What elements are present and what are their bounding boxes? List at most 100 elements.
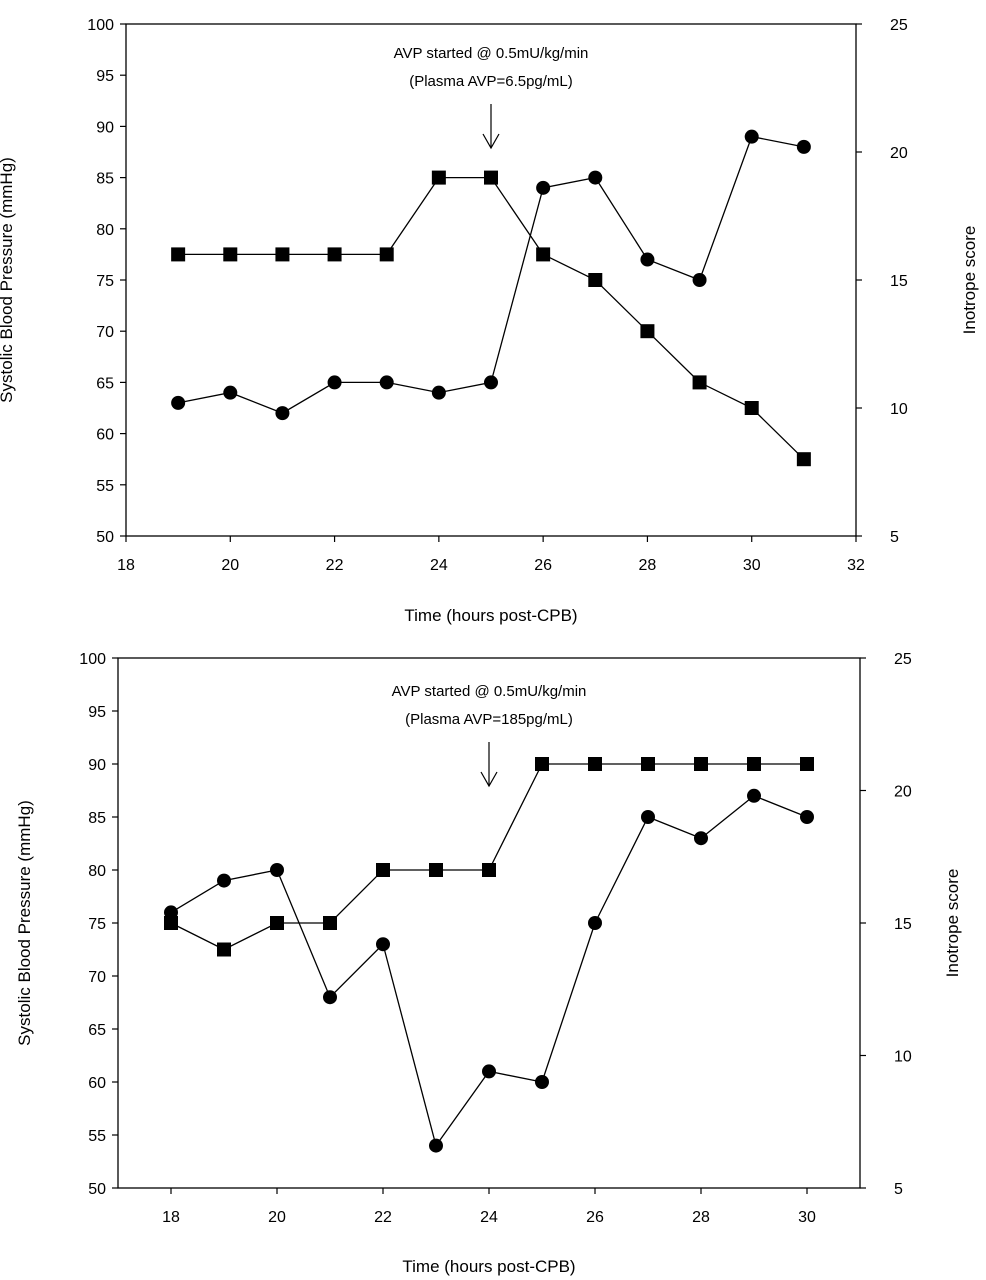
y-tick-label: 95 [96, 68, 114, 85]
x-tick-label: 32 [847, 557, 865, 574]
y-tick-label: 50 [88, 1181, 106, 1198]
data-point-circle [796, 139, 811, 154]
data-point-square [431, 170, 446, 185]
y2-tick-label: 25 [894, 651, 912, 668]
x-tick-label: 24 [480, 1209, 498, 1226]
data-point-circle [800, 810, 814, 824]
y-tick-label: 60 [96, 427, 114, 444]
data-point-square [323, 916, 337, 930]
y2-tick-label: 10 [890, 401, 908, 418]
y-tick-label: 95 [88, 704, 106, 721]
y-tick-label: 65 [88, 1022, 106, 1039]
data-point-square [379, 247, 394, 262]
y2-tick-label: 15 [890, 273, 908, 290]
y-tick-label: 70 [88, 969, 106, 986]
series-circle-markers [164, 788, 814, 1153]
data-point-square [376, 863, 390, 877]
series-circle-markers [171, 129, 811, 421]
data-point-circle [376, 937, 390, 952]
x-tick-label: 28 [639, 557, 657, 574]
y-axis-label: Systolic Blood Pressure (mmHg) [0, 157, 16, 403]
y-tick-label: 50 [96, 529, 114, 546]
data-point-square [482, 863, 496, 877]
chart-panel-1: 50 55 60 65 70 75 80 85 90 95 100 5 10 15 20 25 18 20 22 24… [0, 17, 979, 625]
y-tick-label: 80 [96, 222, 114, 239]
data-point-circle [431, 385, 446, 400]
data-point-square [429, 863, 443, 877]
annotation-line-2: (Plasma AVP=6.5pg/mL) [409, 73, 573, 90]
x-tick-label: 18 [162, 1209, 180, 1226]
data-point-square [484, 170, 498, 185]
data-point-square [275, 247, 290, 262]
x-tick-label: 26 [586, 1209, 604, 1226]
y2-tick-label: 20 [894, 784, 912, 801]
data-point-square [694, 757, 708, 771]
data-point-square [641, 757, 655, 771]
x-tick-label: 26 [534, 557, 552, 574]
data-point-circle [535, 1075, 549, 1089]
y2-tick-label: 5 [890, 529, 899, 546]
x-tick-label: 20 [221, 557, 239, 574]
x-axis-label: Time (hours post-CPB) [404, 606, 577, 625]
plot-frame [117, 657, 861, 1189]
series-square-markers [164, 757, 814, 957]
data-point-circle [379, 375, 394, 390]
y2-axis-label: Inotrope score [943, 869, 962, 978]
x-tick-label: 22 [374, 1209, 392, 1226]
y2-tick-label: 5 [894, 1181, 903, 1198]
y-tick-label: 85 [88, 810, 106, 827]
annotation-line-1: AVP started @ 0.5mU/kg/min [392, 683, 587, 700]
data-point-square [217, 942, 231, 957]
x-tick-label: 24 [430, 557, 448, 574]
data-point-square [747, 757, 761, 771]
y2-tick-label: 25 [890, 17, 908, 34]
data-point-square [223, 247, 238, 262]
x-tick-label: 30 [743, 557, 761, 574]
series-square-markers [171, 170, 811, 467]
y-tick-label: 80 [88, 863, 106, 880]
annotation-arrow-head [480, 771, 498, 788]
data-point-square [692, 375, 707, 390]
x-tick-label: 30 [798, 1209, 816, 1226]
y-tick-label: 90 [88, 757, 106, 774]
y-tick-label: 75 [88, 916, 106, 933]
data-point-square [535, 757, 549, 771]
data-point-circle [747, 788, 761, 803]
data-point-circle [744, 129, 759, 144]
data-point-square [536, 247, 551, 262]
data-point-circle [217, 873, 231, 888]
y-tick-label: 85 [96, 171, 114, 188]
data-point-circle [640, 252, 655, 267]
data-point-circle [275, 406, 290, 421]
y-tick-label: 65 [96, 375, 114, 392]
x-tick-label: 18 [117, 557, 135, 574]
data-point-circle [429, 1138, 443, 1153]
data-point-circle [270, 863, 284, 877]
data-point-circle [223, 385, 238, 400]
plot-frame [125, 23, 857, 537]
data-point-circle [484, 375, 498, 390]
x-axis-label: Time (hours post-CPB) [402, 1257, 575, 1276]
data-point-square [327, 247, 342, 262]
chart-panel-2: 50 55 60 65 70 75 80 85 90 95 100 5 10 15 20 25 18 20 22 24… [15, 651, 962, 1276]
y-tick-label: 70 [96, 324, 114, 341]
y2-axis-label: Inotrope score [960, 226, 979, 335]
y-tick-label: 100 [79, 651, 106, 668]
y-tick-label: 75 [96, 273, 114, 290]
data-point-square [744, 401, 759, 415]
data-point-square [800, 757, 814, 771]
data-point-circle [588, 170, 603, 185]
data-point-circle [323, 990, 337, 1005]
annotation-line-1: AVP started @ 0.5mU/kg/min [394, 45, 589, 62]
data-point-circle [692, 273, 707, 287]
data-point-circle [588, 916, 602, 930]
data-point-circle [641, 810, 655, 824]
y2-tick-label: 20 [890, 145, 908, 162]
y2-tick-label: 10 [894, 1049, 912, 1066]
data-point-square [164, 916, 178, 930]
x-tick-label: 28 [692, 1209, 710, 1226]
y-tick-label: 60 [88, 1075, 106, 1092]
series-line [170, 795, 808, 1148]
